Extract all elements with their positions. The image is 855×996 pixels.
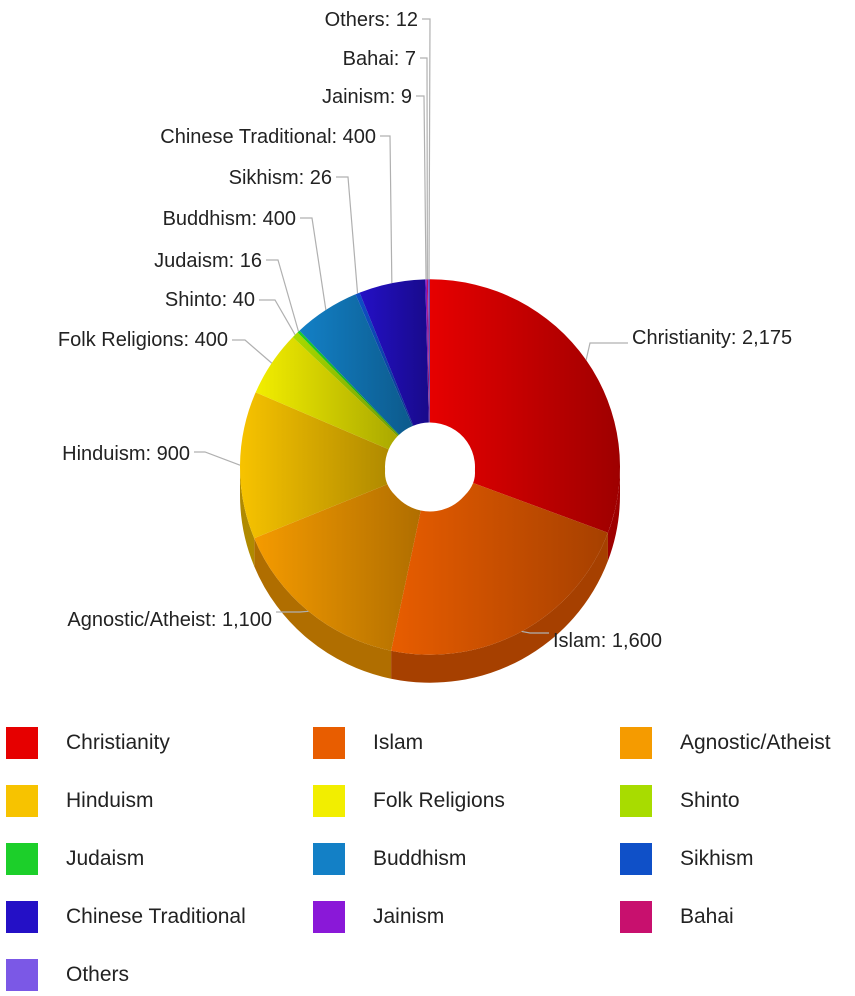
legend-swatch <box>6 959 38 991</box>
legend: Christianity Islam Agnostic/Atheist Hinduis… <box>0 725 855 996</box>
slice-shinto[interactable] <box>292 332 399 437</box>
data-label-islam: Islam: 1,600 <box>553 630 662 652</box>
slice-folk-religions[interactable] <box>255 337 398 450</box>
leader-line-others <box>422 18 431 280</box>
legend-swatch <box>6 727 38 759</box>
legend-item-jainism[interactable]: Jainism <box>313 899 444 935</box>
leader-line-buddhism <box>300 217 327 311</box>
legend-item-sikhism[interactable]: Sikhism <box>620 841 754 877</box>
legend-swatch <box>313 901 345 933</box>
legend-item-hinduism[interactable]: Hinduism <box>6 783 154 819</box>
legend-label: Bahai <box>680 905 734 928</box>
slice-judaism[interactable] <box>297 330 400 436</box>
legend-swatch <box>313 727 345 759</box>
leader-line-christianity <box>585 342 628 361</box>
legend-label: Others <box>66 963 130 986</box>
legend-item-judaism[interactable]: Judaism <box>6 841 144 877</box>
leader-line-agnostic-atheist <box>276 610 309 613</box>
leader-line-bahai <box>420 57 428 280</box>
legend-label: Islam <box>373 731 424 754</box>
slice-hinduism[interactable] <box>239 392 389 539</box>
legend-item-shinto[interactable]: Shinto <box>620 783 740 819</box>
slice-side-hinduism <box>240 467 255 567</box>
legend-item-others[interactable]: Others <box>6 957 129 993</box>
legend-label: Christianity <box>66 731 170 754</box>
slice-islam[interactable] <box>391 482 608 655</box>
slice-bahai[interactable] <box>426 279 430 423</box>
slice-agnostic-atheist[interactable] <box>254 483 421 651</box>
slice-side-christianity <box>607 467 620 561</box>
leader-line-sikhism <box>336 176 359 294</box>
legend-item-folk-religions[interactable]: Folk Religions <box>313 783 505 819</box>
data-label-sikhism: Sikhism: 26 <box>229 167 332 189</box>
legend-item-buddhism[interactable]: Buddhism <box>313 841 466 877</box>
data-label-christianity: Christianity: 2,175 <box>632 327 792 349</box>
leader-line-shinto <box>259 299 296 336</box>
pie-chart: Christianity: 2,175 Islam: 1,600 Agnostic/… <box>58 9 792 683</box>
leader-line-hinduism <box>194 451 241 466</box>
slice-side-agnostic-atheist <box>254 538 392 679</box>
legend-swatch <box>313 785 345 817</box>
slice-side-islam <box>391 532 608 683</box>
legend-swatch <box>6 843 38 875</box>
legend-label: Sikhism <box>680 847 754 870</box>
data-label-folk-religions: Folk Religions: 400 <box>58 329 228 351</box>
data-label-bahai: Bahai: 7 <box>343 48 416 70</box>
legend-label: Hinduism <box>66 789 154 812</box>
slice-jainism[interactable] <box>425 279 430 423</box>
legend-label: Folk Religions <box>373 789 505 812</box>
legend-swatch <box>6 901 38 933</box>
legend-label: Buddhism <box>373 847 467 870</box>
slice-sikhism[interactable] <box>355 292 414 427</box>
legend-label: Jainism <box>373 905 445 928</box>
data-label-others: Others: 12 <box>325 9 418 31</box>
legend-label: Judaism <box>66 847 145 870</box>
legend-item-islam[interactable]: Islam <box>313 725 423 761</box>
legend-item-agnostic-atheist[interactable]: Agnostic/Atheist <box>620 725 831 761</box>
data-label-buddhism: Buddhism: 400 <box>163 208 296 230</box>
leader-line-jainism <box>416 95 427 280</box>
data-label-shinto: Shinto: 40 <box>165 289 255 311</box>
data-label-judaism: Judaism: 16 <box>154 250 262 272</box>
leader-line-islam <box>521 630 549 634</box>
legend-swatch <box>620 727 652 759</box>
legend-label: Chinese Traditional <box>66 905 246 928</box>
legend-swatch <box>313 843 345 875</box>
data-label-agnostic-atheist: Agnostic/Atheist: 1,100 <box>67 609 272 631</box>
legend-swatch <box>6 785 38 817</box>
slice-chinese-traditional[interactable] <box>359 279 429 426</box>
leader-line-folk-religions <box>232 339 273 364</box>
data-label-jainism: Jainism: 9 <box>322 86 412 108</box>
slice-christianity[interactable] <box>430 279 620 533</box>
donut-hole <box>385 437 475 509</box>
legend-swatch <box>620 785 652 817</box>
legend-label: Agnostic/Atheist <box>680 731 831 754</box>
leader-line-chinese-traditional <box>380 135 393 284</box>
slice-others[interactable] <box>427 279 430 423</box>
legend-swatch <box>620 901 652 933</box>
legend-item-christianity[interactable]: Christianity <box>6 725 170 761</box>
legend-swatch <box>620 843 652 875</box>
data-label-hinduism: Hinduism: 900 <box>62 443 190 465</box>
legend-item-chinese-traditional[interactable]: Chinese Traditional <box>6 899 246 935</box>
legend-label: Shinto <box>680 789 740 812</box>
leader-line-judaism <box>266 259 300 332</box>
slice-buddhism[interactable] <box>299 294 413 435</box>
legend-item-bahai[interactable]: Bahai <box>620 899 734 935</box>
data-label-chinese-traditional: Chinese Traditional: 400 <box>160 126 376 148</box>
